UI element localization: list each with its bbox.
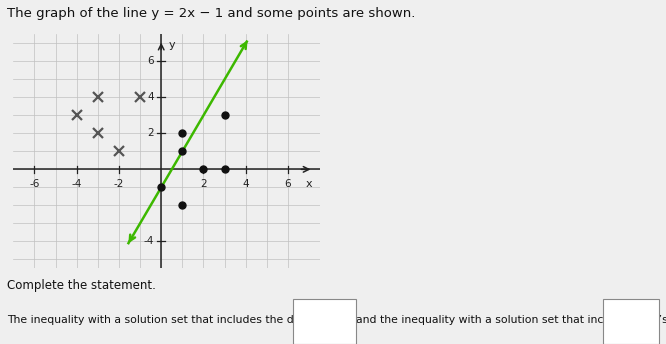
Text: -2: -2 (114, 179, 124, 189)
Text: and the inequality with a solution set that includes all x’s is: and the inequality with a solution set t… (356, 315, 666, 325)
Text: -4: -4 (71, 179, 82, 189)
Text: 2: 2 (147, 128, 154, 138)
Text: Complete the statement.: Complete the statement. (7, 279, 156, 292)
Text: 2: 2 (200, 179, 206, 189)
Text: 4: 4 (147, 93, 154, 103)
Text: 4: 4 (242, 179, 249, 189)
Text: 6: 6 (284, 179, 291, 189)
Text: The inequality with a solution set that includes the dots is: The inequality with a solution set that … (7, 315, 322, 325)
Text: ▾: ▾ (342, 316, 348, 327)
Text: x: x (306, 179, 312, 189)
Text: 6: 6 (147, 56, 154, 66)
Text: y: y (168, 40, 175, 50)
Text: -4: -4 (143, 236, 154, 246)
Text: The graph of the line y = 2x − 1 and some points are shown.: The graph of the line y = 2x − 1 and som… (7, 7, 415, 20)
Text: ▾: ▾ (647, 316, 652, 327)
Text: -6: -6 (29, 179, 40, 189)
